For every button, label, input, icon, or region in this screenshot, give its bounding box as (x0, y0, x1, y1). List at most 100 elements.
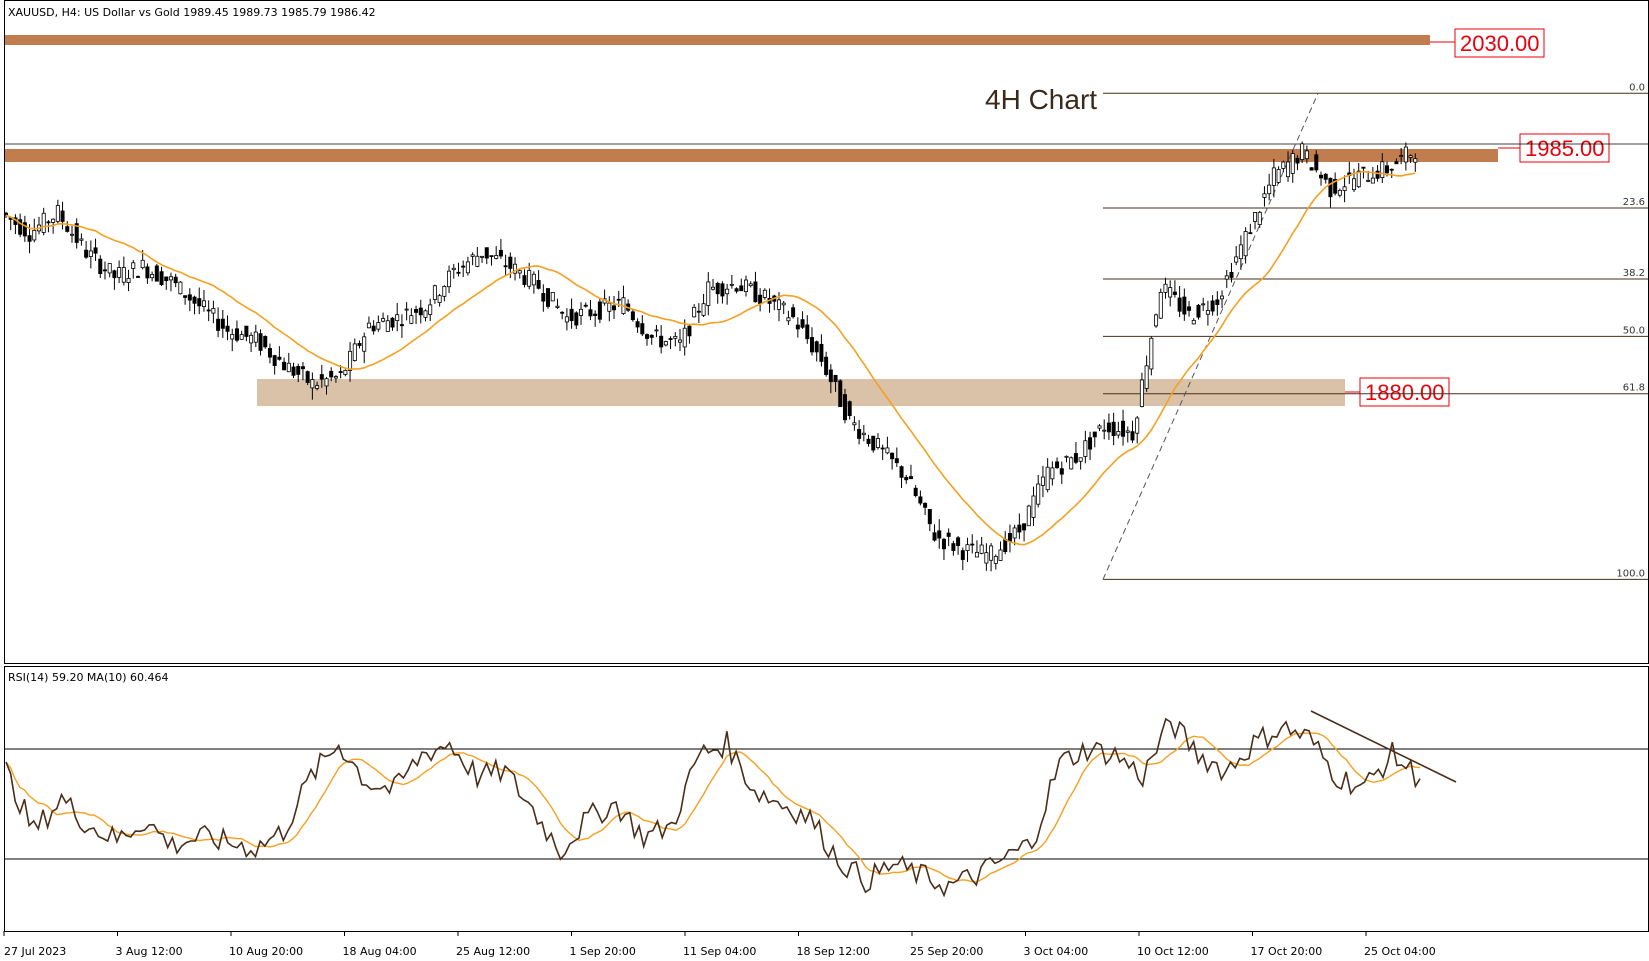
candle (937, 519, 942, 549)
candle (107, 263, 112, 278)
candle (305, 370, 310, 386)
candle (711, 278, 716, 291)
candle (1144, 355, 1149, 392)
candle (1040, 465, 1045, 498)
candle (395, 302, 400, 332)
candle (696, 303, 701, 324)
candle (352, 338, 357, 362)
candle (960, 547, 965, 571)
candle (1276, 166, 1281, 184)
candle (178, 281, 183, 295)
candle (791, 304, 796, 319)
candle (875, 433, 880, 450)
candle (216, 307, 221, 338)
candle (239, 330, 244, 340)
candle (663, 340, 668, 347)
candle (414, 305, 419, 325)
symbol-header: XAUUSD, H4: US Dollar vs Gold 1989.45 19… (8, 6, 376, 19)
candle (192, 295, 197, 315)
candle (1064, 455, 1069, 463)
candle (135, 275, 140, 278)
candle (225, 315, 230, 341)
candle (861, 424, 866, 442)
candle (503, 254, 508, 275)
rsi-trendline[interactable] (1310, 710, 1457, 783)
candle (286, 352, 291, 373)
candle (550, 292, 555, 302)
candle (809, 327, 814, 356)
candle (932, 524, 937, 542)
candle (4, 211, 9, 219)
candle (979, 536, 984, 555)
candle (348, 342, 353, 382)
candle (112, 269, 117, 290)
candle (282, 357, 287, 371)
candle (847, 400, 852, 420)
candle (88, 240, 93, 269)
candle (706, 272, 711, 316)
candle (748, 281, 753, 288)
candle (1154, 313, 1159, 328)
candle (418, 299, 423, 324)
candle (1168, 280, 1173, 307)
candle (1205, 300, 1210, 326)
candle (300, 361, 305, 381)
candle (60, 201, 65, 230)
candle (1248, 223, 1253, 235)
candle (513, 257, 518, 281)
candle (531, 271, 536, 294)
candle (230, 328, 235, 352)
candle (362, 332, 367, 364)
candle (885, 436, 890, 455)
candle (1017, 513, 1022, 540)
candle (894, 447, 899, 467)
candle (428, 298, 433, 321)
candle (475, 247, 480, 268)
candle (1234, 246, 1239, 266)
candle (390, 317, 395, 331)
candle (857, 420, 862, 445)
candle (456, 262, 461, 277)
candle (645, 333, 650, 346)
candle (498, 238, 503, 259)
date-label: 10 Aug 20:00 (229, 945, 303, 958)
level-label-1985: 1985.00 (1525, 136, 1605, 161)
candle (1106, 413, 1111, 440)
candle (965, 537, 970, 562)
candle (659, 325, 664, 354)
candle (117, 260, 122, 284)
candle (1130, 420, 1135, 443)
candle (923, 502, 928, 516)
candle (84, 241, 89, 259)
candle (484, 247, 489, 265)
candle (1300, 141, 1305, 163)
candle (753, 271, 758, 303)
candle (121, 256, 126, 286)
fib-label-38-2: 38.2 (1623, 268, 1645, 279)
candle (249, 332, 254, 352)
candle (989, 543, 994, 572)
candle (1182, 288, 1187, 321)
candle (640, 315, 645, 337)
candle (1281, 160, 1286, 173)
candle (946, 528, 951, 547)
candle (918, 490, 923, 506)
candle (630, 308, 635, 322)
candle (1304, 145, 1309, 164)
date-label: 18 Aug 04:00 (343, 945, 417, 958)
candle (951, 540, 956, 556)
candle (74, 218, 79, 249)
candle (734, 287, 739, 294)
candle (588, 300, 593, 321)
candle (385, 315, 390, 332)
fibonacci-retracement[interactable]: 0.0 23.6 38.2 50.0 61.8 100.0 (1102, 82, 1648, 580)
rsi-line (5, 717, 1421, 898)
date-label: 3 Oct 04:00 (1024, 945, 1089, 958)
candle (1257, 210, 1262, 228)
candle (1149, 336, 1154, 376)
date-label: 11 Sep 04:00 (683, 945, 756, 958)
candlestick-series (4, 141, 1418, 572)
candle (296, 363, 301, 383)
date-label: 1 Sep 20:00 (570, 945, 636, 958)
